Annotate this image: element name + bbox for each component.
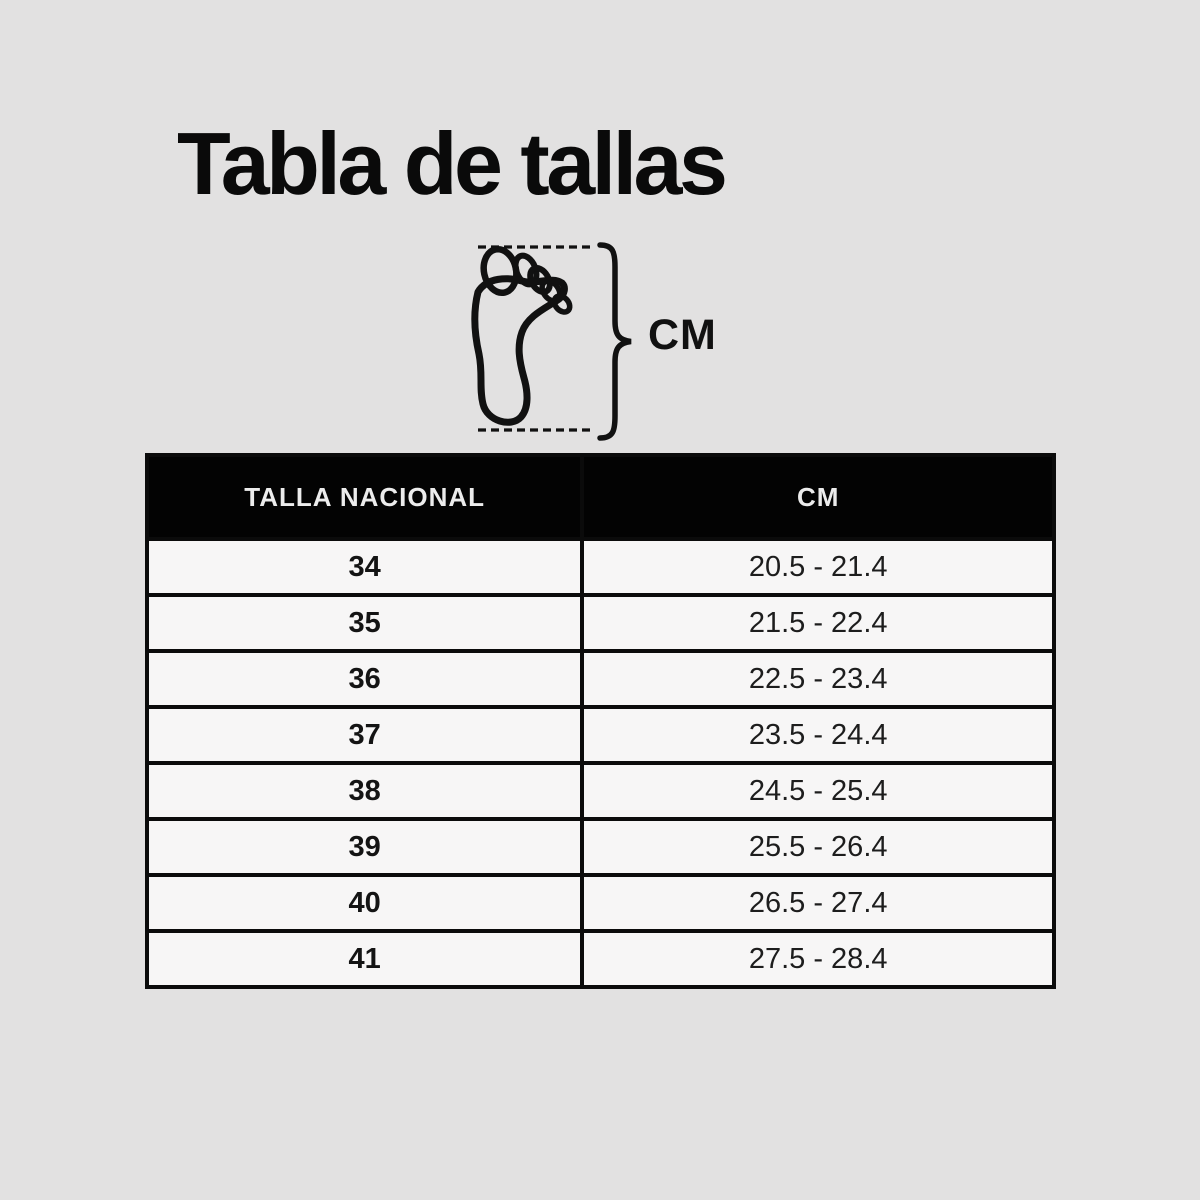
table-row: 38 24.5 - 25.4	[144, 761, 1056, 821]
table-row: 34 20.5 - 21.4	[144, 537, 1056, 597]
footprint-icon	[471, 245, 573, 426]
size-cell: 35	[144, 593, 585, 653]
cm-range-cell: 22.5 - 23.4	[580, 649, 1056, 709]
page-title: Tabla de tallas	[177, 114, 728, 213]
size-cell: 39	[144, 817, 585, 877]
cm-range-cell: 23.5 - 24.4	[580, 705, 1056, 765]
size-cell: 37	[144, 705, 585, 765]
table-row: 36 22.5 - 23.4	[144, 649, 1056, 709]
table-row: 39 25.5 - 26.4	[144, 817, 1056, 877]
table-row: 40 26.5 - 27.4	[144, 873, 1056, 933]
cm-range-cell: 26.5 - 27.4	[580, 873, 1056, 933]
table-row: 37 23.5 - 24.4	[144, 705, 1056, 765]
cm-unit-label: CM	[648, 311, 717, 359]
cm-range-cell: 25.5 - 26.4	[580, 817, 1056, 877]
header-row: TALLA NACIONAL CM	[144, 453, 1056, 541]
size-cell: 34	[144, 537, 585, 597]
size-cell: 40	[144, 873, 585, 933]
cm-range-cell: 21.5 - 22.4	[580, 593, 1056, 653]
cm-range-cell: 20.5 - 21.4	[580, 537, 1056, 597]
cm-range-cell: 24.5 - 25.4	[580, 761, 1056, 821]
size-table: TALLA NACIONAL CM 34 20.5 - 21.4 35 21.5 - …	[144, 453, 1056, 989]
table-row: 35 21.5 - 22.4	[144, 593, 1056, 653]
size-table-body: 34 20.5 - 21.4 35 21.5 - 22.4 36 22.5 - 23.4 3…	[144, 537, 1056, 989]
size-table-header: TALLA NACIONAL CM	[144, 453, 1056, 541]
foot-measurement-diagram	[471, 242, 632, 441]
table-row: 41 27.5 - 28.4	[144, 929, 1056, 989]
size-cell: 36	[144, 649, 585, 709]
cm-range-cell: 27.5 - 28.4	[580, 929, 1056, 989]
size-cell: 41	[144, 929, 585, 989]
column-header-talla-nacional: TALLA NACIONAL	[144, 453, 585, 541]
column-header-cm: CM	[580, 453, 1056, 541]
size-cell: 38	[144, 761, 585, 821]
curly-brace-icon	[597, 242, 632, 441]
